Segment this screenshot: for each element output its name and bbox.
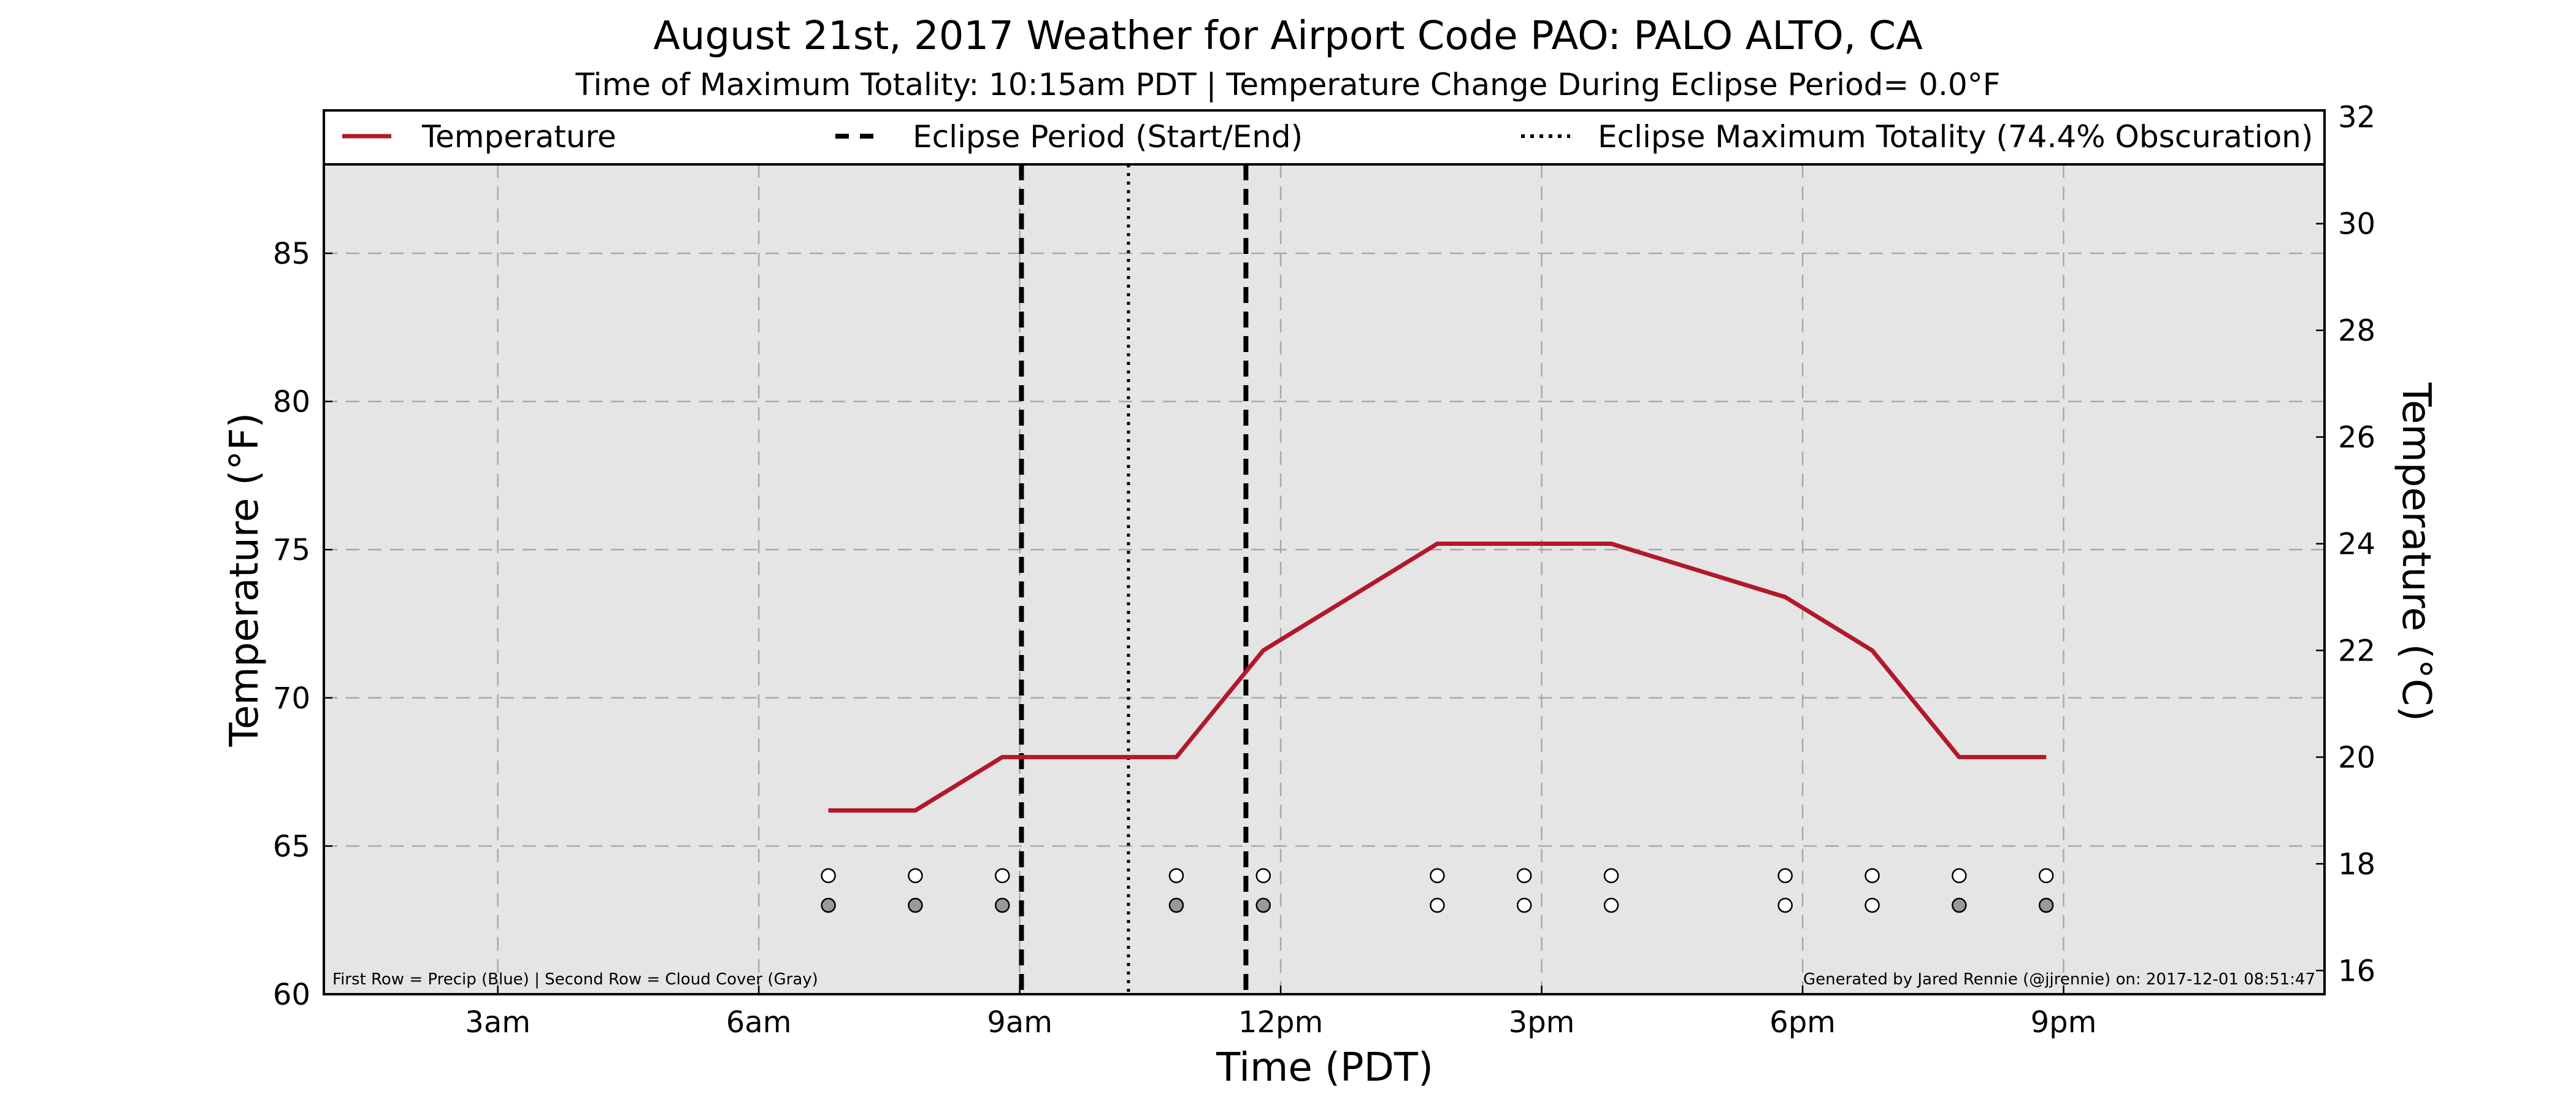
y-tick-label: 80 [273,385,310,420]
plot-area [324,164,2325,994]
cloud-cover-marker [994,897,1010,913]
precip-marker [1603,868,1619,883]
right-y-tick-label: 18 [2338,847,2375,881]
temperature-line [828,542,2047,813]
cloud-cover-marker [1516,897,1532,913]
precip-marker [1430,868,1445,883]
footnote-left: First Row = Precip (Blue) | Second Row =… [332,970,818,989]
temperature-series [828,542,2047,813]
x-axis-ticks: 3am 6am 9am 12pm 3pm 6pm 9pm [465,986,2096,1040]
cloud-cover-marker [1865,897,1880,913]
right-y-tick-label: 24 [2338,527,2375,562]
y-tick-label: 65 [273,829,310,864]
right-y-tick-label: 16 [2338,954,2375,988]
precip-marker [1516,868,1532,883]
y-tick-label: 60 [273,978,310,1012]
x-tick-label: 9pm [2031,1005,2097,1040]
precip-marker [2038,868,2054,883]
cloud-cover-marker [1952,897,1967,913]
x-tick-label: 3am [465,1005,531,1040]
legend-max-totality-label: Eclipse Maximum Totality (74.4% Obscurat… [1598,119,2313,155]
y-tick-label: 70 [273,681,310,716]
right-y-tick-label: 26 [2338,421,2375,455]
right-y-tick-label: 28 [2338,314,2375,348]
x-tick-label: 6pm [1769,1005,1836,1040]
cloud-cover-marker [1430,897,1445,913]
right-y-axis-label: Temperature (°C) [2393,382,2439,721]
right-y-tick-label: 30 [2338,207,2375,242]
precip-marker [1255,868,1271,883]
legend-temperature-label: Temperature [421,119,616,155]
cloud-cover-marker [2038,897,2054,913]
x-axis-label: Time (PDT) [1216,1045,1433,1091]
chart-title: August 21st, 2017 Weather for Airport Co… [653,13,1923,59]
y-tick-label: 85 [273,237,310,271]
x-tick-label: 6am [726,1005,792,1040]
x-tick-label: 3pm [1509,1005,1575,1040]
cloud-cover-marker [1168,897,1184,913]
left-y-axis-ticks: 60 65 70 75 80 85 [273,237,332,1012]
cloud-cover-marker [1255,897,1271,913]
footnote-right: Generated by Jared Rennie (@jjrennie) on… [1803,970,2315,989]
right-y-tick-label: 22 [2338,634,2375,668]
right-y-tick-label: 20 [2338,740,2375,775]
chart-subtitle: Time of Maximum Totality: 10:15am PDT | … [575,67,2001,102]
x-tick-label: 9am [987,1005,1052,1040]
precip-marker [1168,868,1184,883]
eclipse-lines [1019,164,1249,994]
x-tick-label: 12pm [1238,1005,1323,1040]
precip-marker [1865,868,1880,883]
precip-marker [1777,868,1793,883]
cloud-cover-marker [821,897,836,913]
right-y-tick-label: 32 [2338,101,2375,135]
precip-marker [908,868,923,883]
left-y-axis-label: Temperature (°F) [222,413,267,748]
legend [323,109,2326,166]
legend-eclipse-period-label: Eclipse Period (Start/End) [913,119,1303,155]
y-tick-label: 75 [273,533,310,567]
precip-marker [1952,868,1967,883]
cloud-cover-marker [908,897,923,913]
weather-markers [821,868,2054,913]
precip-marker [821,868,836,883]
precip-marker [994,868,1010,883]
right-y-axis-ticks: 16 18 20 22 24 26 28 30 32 [2316,101,2375,988]
cloud-cover-marker [1603,897,1619,913]
cloud-cover-marker [1777,897,1793,913]
